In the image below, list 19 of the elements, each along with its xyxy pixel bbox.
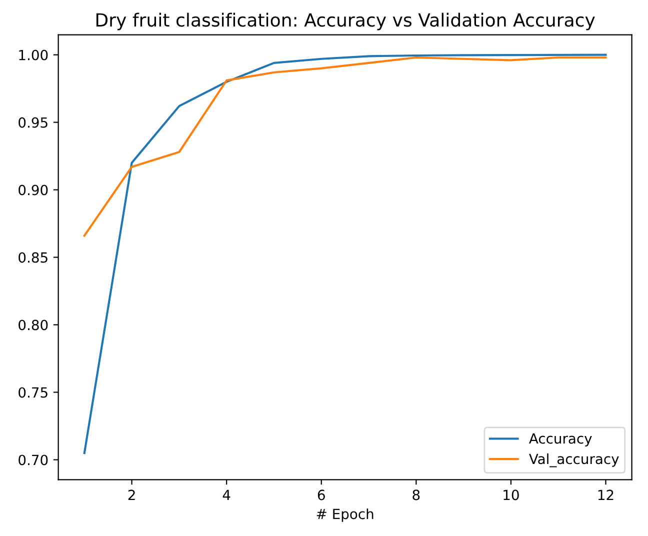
y-tick-label: 0.90 (18, 184, 48, 196)
y-tick-label: 0.80 (18, 320, 48, 330)
line-series (83, 56, 607, 237)
x-tick-label: 2 (128, 490, 135, 500)
x-tick-label: 8 (412, 490, 420, 500)
y-tick-label: 0.85 (18, 252, 48, 263)
y-tick-label: 0.70 (18, 454, 48, 466)
x-axis-title: # Epoch (316, 508, 374, 522)
chart-title: Dry fruit classification: Accuracy vs Validation Accuracy (96, 12, 595, 30)
y-tick-label: 1.00 (19, 50, 48, 60)
y-tick-label: 0.95 (18, 117, 48, 128)
x-tick-label: 10 (504, 490, 519, 500)
x-tick-label: 6 (318, 490, 325, 500)
x-tick-label: 12 (598, 490, 614, 500)
legend-label: Accuracy (529, 433, 592, 446)
line-series (83, 54, 607, 454)
y-tick-label: 0.75 (18, 387, 48, 398)
x-tick-label: 4 (222, 490, 230, 500)
legend-label: Val_accuracy (529, 453, 619, 468)
